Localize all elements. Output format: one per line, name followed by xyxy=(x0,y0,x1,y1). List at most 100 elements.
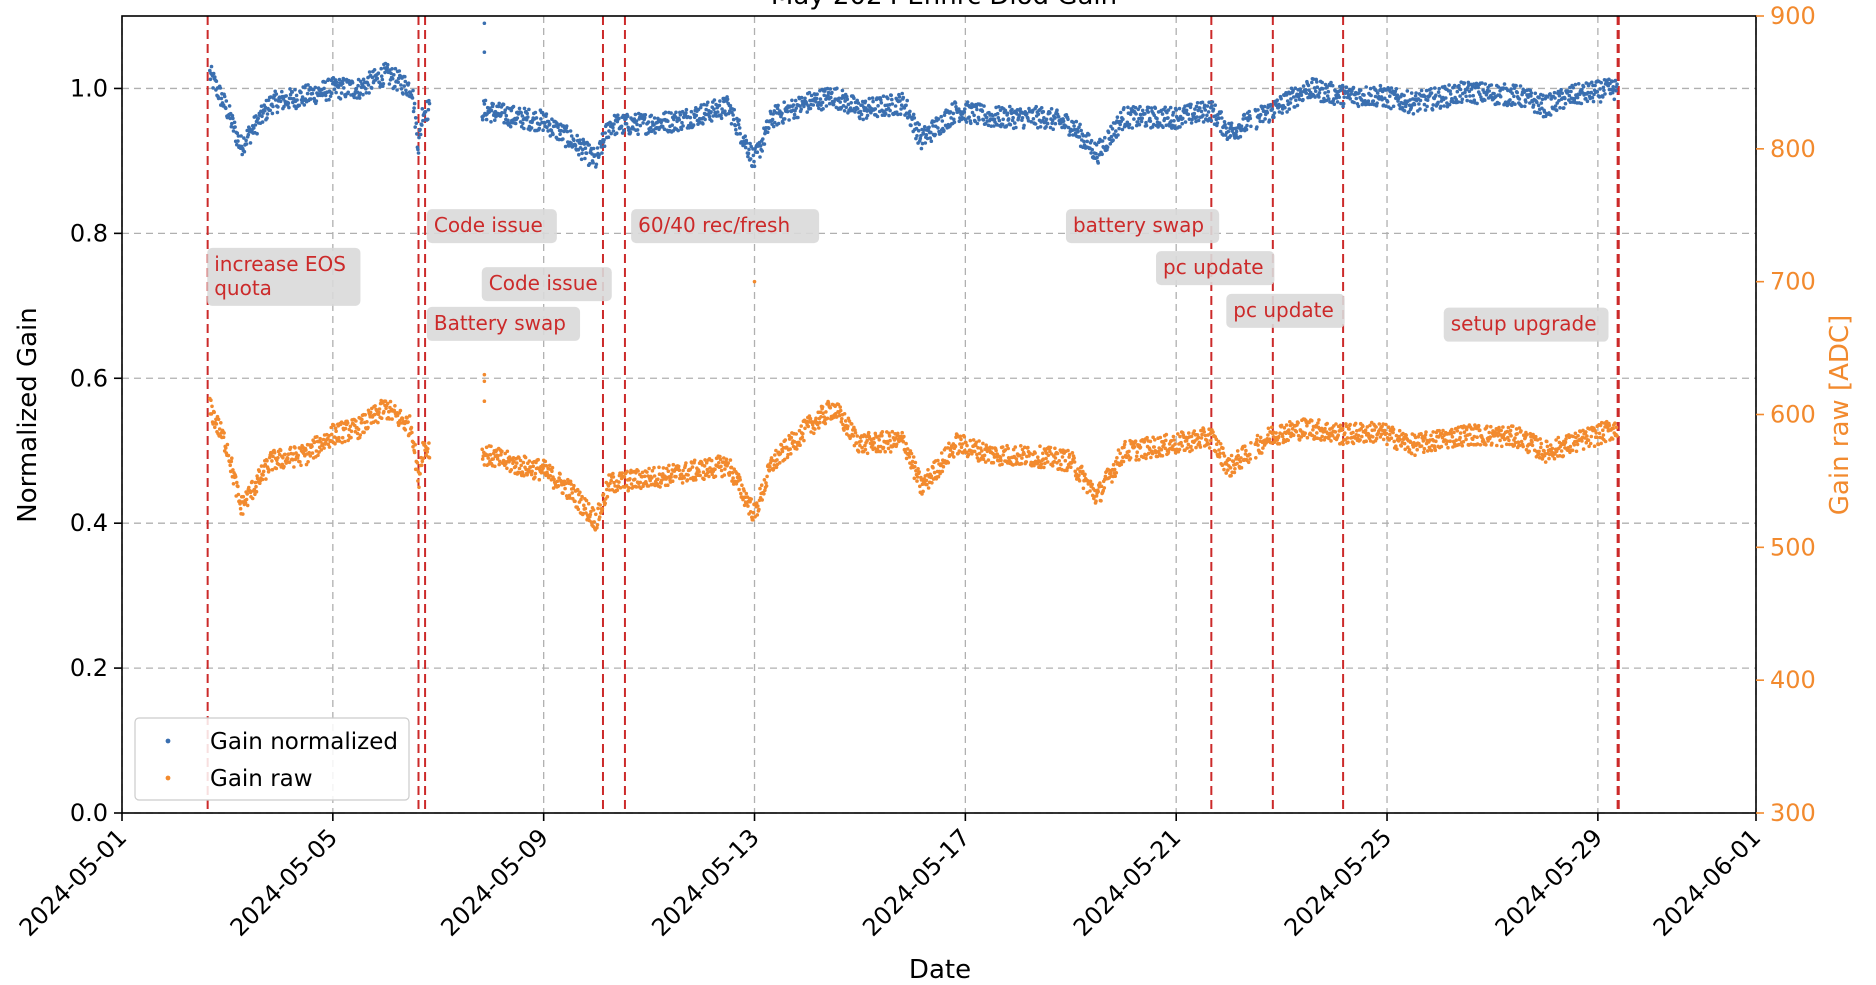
data-point xyxy=(774,465,779,470)
data-point xyxy=(819,103,823,107)
data-point xyxy=(1476,423,1481,428)
data-point xyxy=(1595,89,1600,94)
data-point xyxy=(780,111,784,116)
data-point xyxy=(396,423,401,428)
data-point xyxy=(814,100,818,104)
x-tick-label: 2024-05-01 xyxy=(14,823,132,941)
data-point xyxy=(936,458,940,463)
data-point xyxy=(231,116,235,121)
data-point xyxy=(1226,129,1231,134)
data-point xyxy=(699,103,704,107)
data-point xyxy=(1547,456,1551,461)
data-point xyxy=(670,479,675,484)
data-point xyxy=(913,460,918,465)
data-point xyxy=(690,465,695,469)
data-point xyxy=(887,434,892,438)
data-point xyxy=(718,457,723,462)
data-point xyxy=(348,424,353,429)
data-point xyxy=(260,120,265,124)
data-point xyxy=(255,476,260,481)
data-point xyxy=(236,492,241,497)
data-point xyxy=(1598,87,1602,91)
data-point xyxy=(1584,96,1588,101)
data-point xyxy=(1255,433,1260,438)
data-point xyxy=(381,82,386,86)
data-point xyxy=(320,93,325,98)
data-point xyxy=(776,121,781,126)
data-point xyxy=(851,434,856,438)
data-point xyxy=(377,410,381,415)
event-label-2: Code issue xyxy=(426,209,557,244)
data-point xyxy=(1614,88,1618,93)
data-point xyxy=(531,464,535,469)
data-point xyxy=(1615,82,1619,86)
data-point xyxy=(373,404,377,408)
data-point xyxy=(332,87,337,91)
data-point xyxy=(387,417,392,421)
data-point xyxy=(569,141,573,145)
data-point xyxy=(1198,106,1202,110)
data-point xyxy=(1272,115,1276,120)
data-point xyxy=(880,430,885,434)
data-point xyxy=(1478,92,1482,97)
data-point xyxy=(1248,116,1253,121)
data-point xyxy=(723,109,727,113)
data-point xyxy=(1575,95,1580,100)
data-point xyxy=(887,103,892,107)
data-point xyxy=(842,96,846,100)
data-point xyxy=(1008,122,1013,127)
data-point xyxy=(1325,421,1329,426)
data-point xyxy=(1127,122,1132,127)
data-point xyxy=(1162,116,1167,121)
data-point xyxy=(346,90,351,95)
data-point xyxy=(1013,121,1017,125)
data-point xyxy=(748,141,752,146)
data-point xyxy=(720,107,724,111)
data-point xyxy=(219,96,224,101)
data-point xyxy=(905,98,909,103)
data-point xyxy=(1160,112,1165,116)
data-point xyxy=(743,134,747,138)
data-point xyxy=(310,444,314,449)
data-point xyxy=(356,83,360,88)
data-point xyxy=(291,458,295,462)
data-point xyxy=(561,137,565,141)
data-point xyxy=(1379,95,1384,99)
data-point xyxy=(1222,467,1226,472)
data-point xyxy=(393,66,398,71)
data-point xyxy=(390,67,394,71)
data-point xyxy=(845,97,850,102)
data-point xyxy=(1192,111,1197,116)
data-point xyxy=(712,98,717,102)
data-point xyxy=(1011,115,1015,120)
data-point xyxy=(1458,431,1463,435)
data-point xyxy=(1323,426,1327,431)
data-point xyxy=(1338,423,1343,428)
data-point xyxy=(415,132,419,136)
data-point xyxy=(1515,432,1519,436)
data-point xyxy=(1153,106,1158,110)
data-point xyxy=(383,70,387,75)
data-point xyxy=(865,451,870,456)
data-point xyxy=(749,497,753,501)
data-point xyxy=(1076,130,1080,134)
data-point xyxy=(658,485,662,489)
data-point xyxy=(1229,124,1233,128)
data-point xyxy=(270,467,275,472)
data-point xyxy=(1053,121,1058,126)
data-point xyxy=(770,117,775,122)
data-point xyxy=(652,465,656,470)
data-point xyxy=(650,120,655,124)
data-point xyxy=(349,435,353,440)
data-point xyxy=(844,105,848,110)
data-point xyxy=(1010,107,1014,112)
data-point xyxy=(337,77,342,82)
data-point xyxy=(354,86,359,91)
data-point xyxy=(1050,121,1054,126)
data-point xyxy=(712,107,716,111)
chart-title: May 2024 Ennrc Diod Gain xyxy=(771,0,1117,11)
data-point xyxy=(1399,444,1404,448)
data-point xyxy=(1235,461,1239,466)
data-point xyxy=(282,464,286,469)
event-label-8: pc update xyxy=(1226,293,1345,328)
